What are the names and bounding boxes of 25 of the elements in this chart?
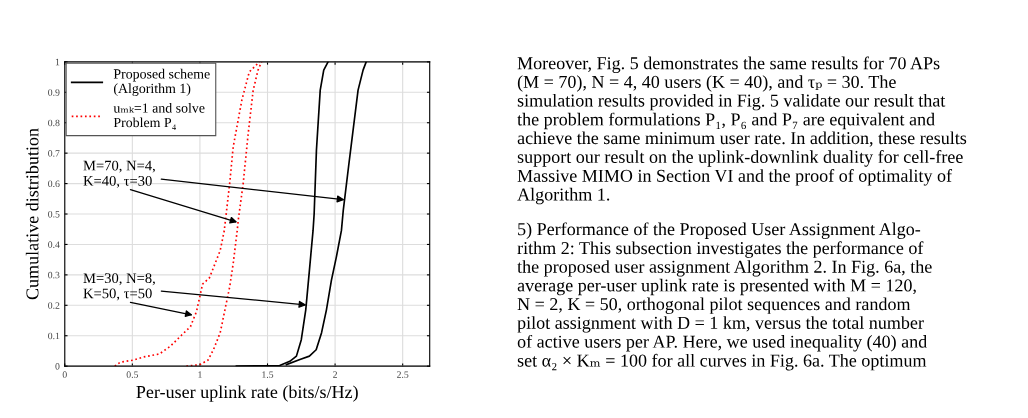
annotation: M=30, N=8, K=50, τ=50 [83, 273, 155, 301]
y-tick-label: 1 [55, 58, 60, 66]
y-tick-label: 0.4 [48, 241, 60, 248]
x-tick-label: 2.5 [397, 371, 409, 378]
y-tick-label: 0.2 [48, 302, 60, 309]
x-tick-label: 2 [333, 371, 337, 378]
y-tick-label: 0.9 [48, 89, 60, 96]
legend-label: Proposed scheme (Algorithm 1) [113, 68, 210, 96]
y-tick-label: 0.5 [48, 210, 60, 218]
text: Moreover, Fig. 5 demonstrates the same results for 70 APs (M = 70), N = 4, 40 users (K = 40), and τₚ = 30. The simulation results provided in Fig. 5 validate our result that the problem formulations P₁, P₆ and P₇ are equivalent and achieve the same minimum user rate. In addition, these results support our result on the uplink-downlink duality for cell-free Massive MIMO in Section VI and the proof of optimality of Algorithm 1. [517, 56, 967, 205]
x-axis-title: Per-user uplink rate (bits/s/Hz) [136, 385, 358, 402]
y-tick-label: 0.8 [48, 119, 60, 127]
annotation: M=70, N=4, K=40, τ=30 [83, 160, 155, 188]
y-tick-label: 0.6 [48, 180, 60, 188]
text: 5) Performance of the Proposed User Assignment Algo- rithm 2: This subsection investigates the performance of the proposed user assignment Algorithm 2. In Fig. 6a, the average per-user uplink rate is presented with M = 120, N = 2, K = 50, orthogonal pilot sequences and random pilot assignment with D = 1 km, versus the total number of active users per AP. Here, we used inequality (40) and set α₂ × Kₘ = 100 for all curves in Fig. 6a. The optimum [517, 222, 932, 371]
x-tick-label: 1 [198, 371, 202, 378]
x-tick-label: 0.5 [126, 371, 139, 378]
x-tick-label: 0 [62, 371, 67, 378]
x-tick-label: 1.5 [262, 371, 274, 378]
legend-label: uₘₖ=1 and solve Problem P₄ [113, 102, 205, 130]
y-tick-label: 0.3 [48, 271, 60, 279]
y-axis-title: Cumulative distribution [25, 128, 39, 300]
y-tick-label: 0 [55, 363, 60, 370]
y-tick-label: 0.7 [48, 150, 60, 157]
y-tick-label: 0.1 [48, 332, 60, 340]
